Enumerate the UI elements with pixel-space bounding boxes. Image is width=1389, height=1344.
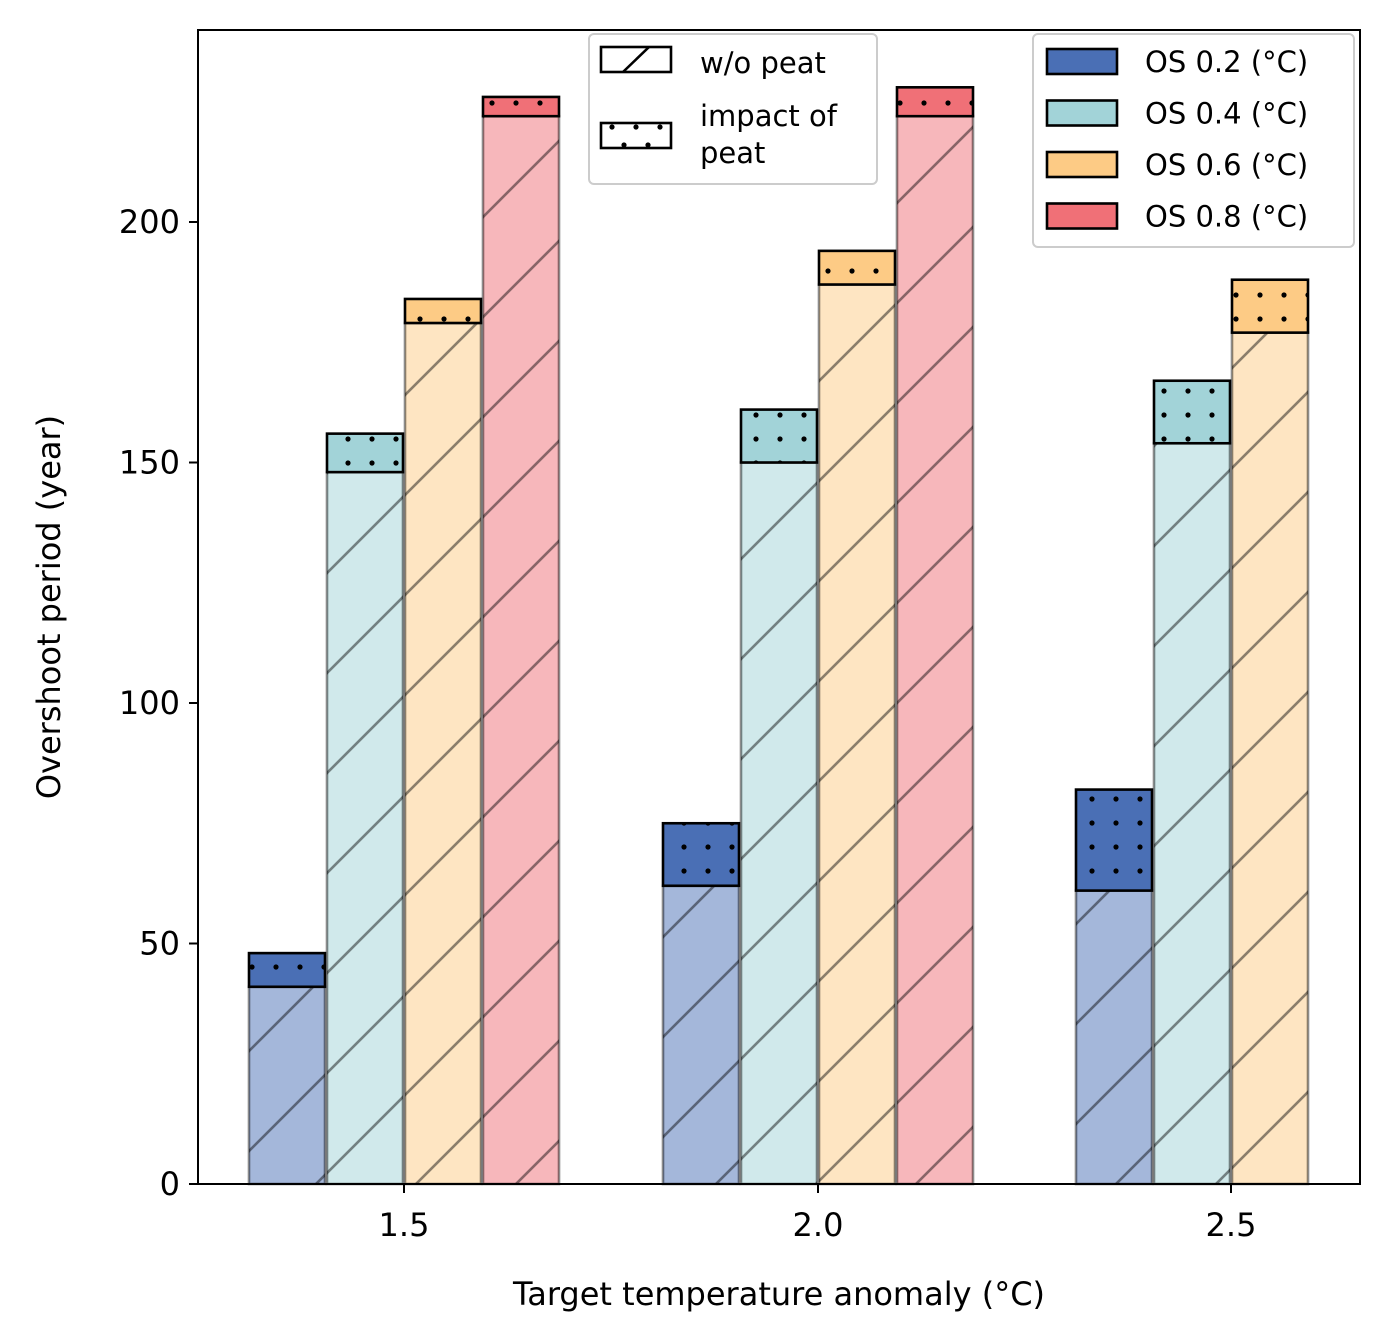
bar-peat-dots-1-2.0 bbox=[661, 821, 741, 888]
plot-frame bbox=[197, 29, 1361, 1185]
y-tick-label-100: 100 bbox=[119, 684, 180, 722]
legend-series-swatch-3 bbox=[1045, 150, 1119, 179]
y-tick-label-150: 150 bbox=[119, 444, 180, 482]
bar-peat-dots-4-1.5 bbox=[481, 95, 561, 118]
bar-base-hatch-2-1.5 bbox=[325, 470, 405, 1186]
bar-peat-dots-1-2.5 bbox=[1074, 788, 1154, 892]
legend-series-label-3: OS 0.6 (°C) bbox=[1145, 148, 1308, 182]
legend-series-box bbox=[1032, 33, 1355, 248]
x-axis: 1.5 2.0 2.5 bbox=[379, 1184, 1257, 1244]
bar-base-hatch-1-1.5 bbox=[247, 985, 327, 1186]
legend-dot-mark bbox=[621, 142, 627, 148]
bar-base-hatch-2-2.0 bbox=[739, 461, 819, 1186]
legend-series-swatch-1 bbox=[1045, 47, 1119, 76]
legend-dot-mark bbox=[657, 124, 663, 130]
legend-pattern-label-hatch: w/o peat bbox=[700, 46, 826, 80]
x-tick-label-1.5: 1.5 bbox=[379, 1206, 430, 1244]
legend-series: OS 0.2 (°C) OS 0.4 (°C) OS 0.6 (°C) OS 0.8 … bbox=[1032, 33, 1355, 248]
legend-patterns: w/o peat impact of peat bbox=[588, 33, 878, 185]
legend-series-label-2: OS 0.4 (°C) bbox=[1145, 97, 1308, 131]
legend-series-swatch-4 bbox=[1045, 202, 1119, 230]
bar-peat-dots-2-2.5 bbox=[1152, 379, 1232, 445]
bar-base-hatch-4-2.0 bbox=[895, 114, 975, 1186]
y-tick-label-50: 50 bbox=[139, 925, 180, 963]
y-axis-label: Overshoot period (year) bbox=[30, 415, 68, 799]
bar-base-hatch-1-2.5 bbox=[1074, 889, 1154, 1186]
bar-peat-dots-3-2.0 bbox=[817, 249, 897, 286]
bar-base-hatch-3-2.0 bbox=[817, 283, 897, 1186]
bar-peat-dots-4-2.0 bbox=[895, 86, 975, 118]
y-tick-label-0: 0 bbox=[160, 1165, 180, 1203]
legend-hatch-mark bbox=[622, 46, 650, 73]
legend-pattern-label-dots: impact of peat bbox=[700, 99, 838, 170]
bar-base-hatch-4-1.5 bbox=[481, 114, 561, 1186]
bar-peat-dots-3-1.5 bbox=[403, 297, 483, 325]
x-tick-label-2.0: 2.0 bbox=[793, 1206, 844, 1244]
legend-series-swatch-2 bbox=[1045, 99, 1119, 127]
bar-peat-dots-3-2.5 bbox=[1230, 278, 1310, 334]
legend-series-label-4: OS 0.8 (°C) bbox=[1145, 200, 1308, 234]
bar-peat-dots-1-1.5 bbox=[247, 951, 327, 989]
bar-peat-dots-2-1.5 bbox=[325, 432, 405, 474]
y-tick-label-200: 200 bbox=[119, 203, 180, 241]
bar-base-hatch-3-2.5 bbox=[1230, 331, 1310, 1186]
legend-dot-mark bbox=[609, 124, 615, 130]
bar-base-hatch-3-1.5 bbox=[403, 321, 483, 1186]
y-axis: 0 50 100 150 200 bbox=[119, 203, 198, 1203]
legend-dot-mark bbox=[633, 124, 639, 130]
bars-layer bbox=[247, 86, 1310, 1186]
x-tick-label-2.5: 2.5 bbox=[1206, 1206, 1257, 1244]
x-axis-label: Target temperature anomaly (°C) bbox=[512, 1275, 1045, 1313]
legend-dot-mark bbox=[645, 142, 651, 148]
bar-base-hatch-1-2.0 bbox=[661, 884, 741, 1186]
bar-base-hatch-2-2.5 bbox=[1152, 441, 1232, 1186]
bar-peat-dots-2-2.0 bbox=[739, 408, 819, 464]
legend-series-label-1: OS 0.2 (°C) bbox=[1145, 45, 1308, 79]
